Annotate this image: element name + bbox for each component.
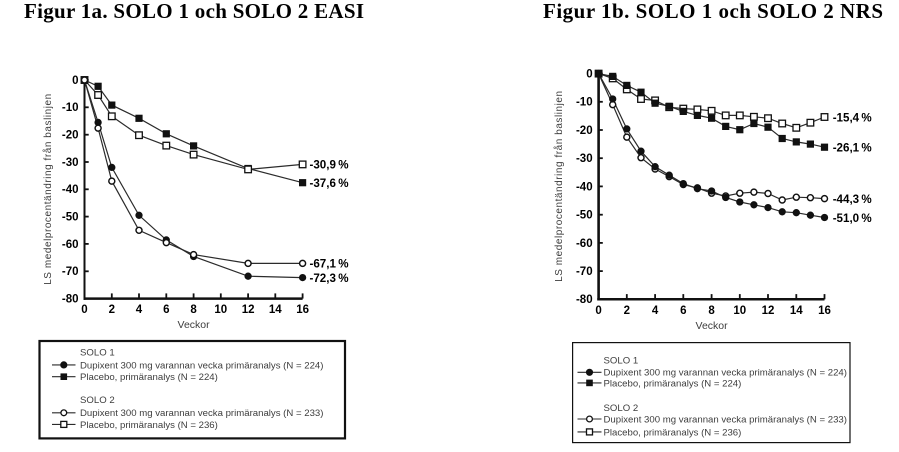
svg-text:8: 8 [190,304,197,316]
svg-text:2: 2 [624,305,630,317]
svg-text:Figur 1a. SOLO 1 och SOLO 2 EA: Figur 1a. SOLO 1 och SOLO 2 EASI [24,0,364,23]
svg-text:2: 2 [109,304,115,316]
svg-text:6: 6 [680,305,686,317]
svg-text:Dupixent 300 mg varannan vecka: Dupixent 300 mg varannan vecka primärana… [80,360,323,371]
svg-text:-51,0 %: -51,0 % [833,212,872,225]
svg-text:-30: -30 [62,157,79,169]
svg-text:10: 10 [214,304,227,316]
svg-text:SOLO 1: SOLO 1 [80,347,115,358]
svg-text:Figur 1b. SOLO 1 och SOLO 2 NR: Figur 1b. SOLO 1 och SOLO 2 NRS [543,0,883,23]
svg-text:-20: -20 [576,125,593,137]
svg-text:-26,1 %: -26,1 % [833,142,872,155]
svg-text:-10: -10 [62,102,79,114]
svg-text:4: 4 [136,304,143,316]
svg-text:-30: -30 [576,153,593,165]
svg-text:0: 0 [72,75,78,87]
svg-text:Dupixent 300 mg varannan vecka: Dupixent 300 mg varannan vecka primärana… [604,368,847,379]
svg-text:SOLO 2: SOLO 2 [604,403,639,414]
svg-text:-67,1 %: -67,1 % [310,258,349,271]
svg-text:-50: -50 [62,212,79,224]
svg-text:-50: -50 [576,210,593,222]
svg-text:-60: -60 [576,238,593,250]
svg-text:-37,6 %: -37,6 % [310,177,349,190]
svg-text:LS medelprocentändring från ba: LS medelprocentändring från baslinjen [42,94,54,285]
svg-text:Dupixent 300 mg varannan vecka: Dupixent 300 mg varannan vecka primärana… [80,408,323,419]
svg-text:14: 14 [269,304,282,316]
svg-text:-20: -20 [62,130,79,142]
svg-text:6: 6 [163,304,169,316]
svg-text:-40: -40 [62,184,79,196]
svg-text:-10: -10 [576,97,593,109]
svg-text:-40: -40 [576,181,593,193]
svg-text:LS medelprocentändring från ba: LS medelprocentändring från baslinjen [553,91,565,282]
svg-text:-80: -80 [576,294,593,306]
svg-text:Dupixent 300 mg varannan vecka: Dupixent 300 mg varannan vecka primärana… [604,414,847,425]
svg-text:8: 8 [708,305,715,317]
svg-text:-70: -70 [62,266,79,278]
svg-text:0: 0 [595,305,601,317]
svg-text:Veckor: Veckor [178,319,211,331]
svg-text:Placebo, primäranalys (N = 224: Placebo, primäranalys (N = 224) [604,378,742,389]
svg-text:-30,9 %: -30,9 % [310,159,349,172]
svg-text:-44,3 %: -44,3 % [833,193,872,206]
svg-text:16: 16 [818,305,831,317]
svg-text:4: 4 [652,305,659,317]
svg-text:-15,4 %: -15,4 % [833,111,872,124]
svg-text:Placebo, primäranalys (N = 236: Placebo, primäranalys (N = 236) [604,427,742,438]
svg-text:SOLO 2: SOLO 2 [80,395,115,406]
svg-text:Veckor: Veckor [696,320,729,332]
svg-text:12: 12 [762,305,775,317]
svg-text:0: 0 [586,69,592,81]
svg-text:-72,3 %: -72,3 % [310,272,349,285]
svg-text:Placebo, primäranalys (N = 236: Placebo, primäranalys (N = 236) [80,420,218,431]
svg-text:Placebo, primäranalys (N = 224: Placebo, primäranalys (N = 224) [80,372,218,383]
svg-text:0: 0 [81,304,87,316]
svg-text:12: 12 [242,304,255,316]
svg-text:16: 16 [296,304,309,316]
svg-text:-80: -80 [62,294,79,306]
svg-text:SOLO 1: SOLO 1 [604,355,639,366]
svg-text:-60: -60 [62,239,79,251]
svg-text:-70: -70 [576,266,593,278]
svg-text:10: 10 [733,305,746,317]
svg-text:14: 14 [790,305,803,317]
